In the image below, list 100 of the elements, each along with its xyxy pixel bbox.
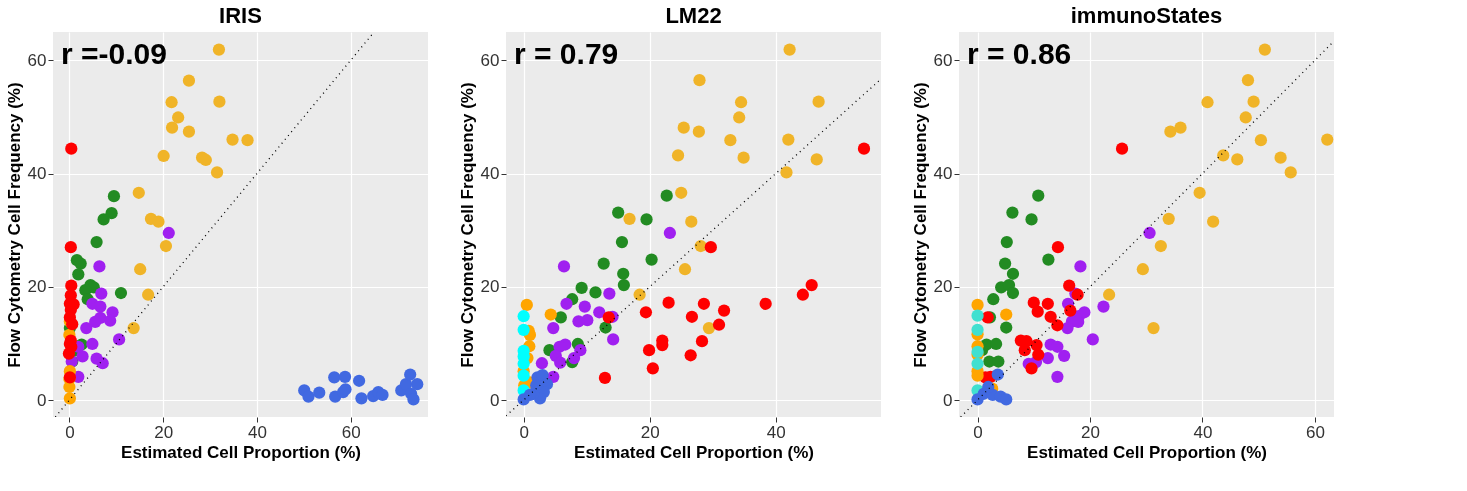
point (857, 142, 871, 155)
point (1164, 125, 1177, 138)
point (172, 111, 185, 124)
y-tick-label: 0 (943, 390, 953, 410)
chart-title: immunoStates (1070, 3, 1223, 28)
x-tick-label: 20 (1081, 422, 1100, 442)
point (1154, 239, 1167, 253)
point (759, 297, 772, 310)
point (572, 315, 585, 328)
point (338, 370, 352, 383)
point (530, 379, 543, 392)
point (157, 149, 170, 163)
point (575, 281, 588, 295)
point (554, 311, 567, 324)
point (1042, 253, 1055, 266)
point (971, 357, 984, 370)
point (547, 322, 560, 335)
point (724, 134, 737, 147)
y-axis-title: Flow Cytometry Cell Frequency (%) (4, 82, 24, 368)
point (1000, 321, 1013, 334)
point (1097, 300, 1110, 313)
y-tick-label: 60 (27, 50, 47, 70)
point (114, 286, 128, 300)
x-tick-label: 60 (341, 422, 361, 442)
point (74, 257, 87, 270)
point (1321, 133, 1334, 146)
point (639, 306, 653, 319)
point (1136, 263, 1149, 276)
y-tick-label: 40 (27, 164, 47, 184)
point (805, 278, 818, 292)
point (660, 189, 673, 202)
point (1147, 322, 1160, 335)
point (107, 190, 121, 203)
point (560, 297, 573, 310)
point (782, 133, 795, 146)
point (520, 298, 533, 312)
point (1061, 322, 1074, 335)
point (213, 95, 226, 108)
point (212, 43, 226, 56)
point (780, 166, 793, 179)
x-axis-title: Estimated Cell Proportion (%) (1027, 442, 1267, 462)
point (1041, 352, 1054, 365)
x-tick-label: 20 (154, 422, 174, 442)
point (376, 388, 389, 402)
x-tick-label: 40 (1193, 422, 1213, 442)
point (1174, 121, 1187, 134)
point (1247, 95, 1260, 108)
point (1201, 96, 1214, 109)
point (1058, 349, 1071, 362)
x-tick-label: 60 (1305, 422, 1325, 442)
point (517, 323, 530, 336)
point (535, 357, 549, 370)
point (692, 125, 705, 138)
annotation: r = 0.79 (514, 37, 619, 70)
point (615, 235, 629, 249)
point (104, 314, 117, 327)
point (1000, 393, 1013, 406)
y-tick-label: 40 (480, 164, 500, 184)
point (72, 268, 85, 281)
point (645, 253, 658, 266)
point (1193, 186, 1206, 199)
point (971, 309, 984, 322)
y-tick-label: 60 (480, 50, 500, 70)
point (95, 287, 108, 300)
point (1032, 189, 1045, 202)
chart-title: IRIS (219, 3, 262, 28)
point (693, 74, 706, 87)
point (544, 308, 557, 321)
point (302, 390, 315, 403)
point (1207, 215, 1220, 228)
point (94, 300, 107, 313)
point (1064, 304, 1077, 317)
point (165, 96, 178, 109)
point (90, 235, 103, 249)
y-tick-label: 0 (490, 390, 500, 410)
point (633, 288, 646, 301)
point (1025, 362, 1038, 375)
point (623, 212, 636, 225)
point (1239, 111, 1252, 124)
point (593, 306, 606, 319)
x-axis-title: Estimated Cell Proportion (%) (121, 442, 361, 462)
point (1051, 241, 1065, 254)
point (812, 95, 825, 108)
point (684, 349, 697, 362)
point (182, 74, 196, 87)
point (1051, 319, 1064, 332)
point (1025, 213, 1038, 226)
point (685, 310, 699, 323)
point (734, 96, 748, 109)
point (1231, 153, 1244, 166)
point (1258, 43, 1271, 56)
point (1032, 348, 1045, 361)
point (162, 226, 175, 240)
point (64, 241, 77, 254)
point (407, 393, 420, 406)
point (1162, 212, 1175, 225)
point (733, 111, 746, 124)
point (80, 322, 93, 335)
point (1051, 340, 1064, 353)
point (991, 368, 1004, 381)
